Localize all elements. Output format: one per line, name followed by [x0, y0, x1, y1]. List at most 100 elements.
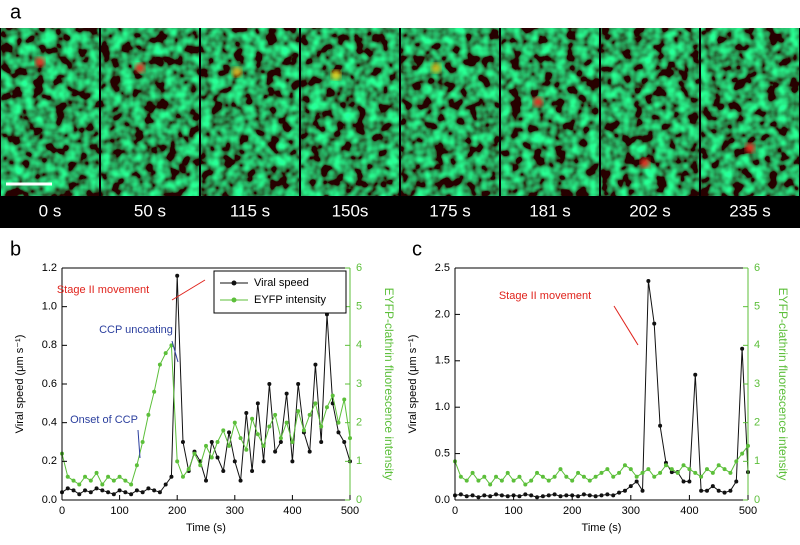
data-point [111, 478, 116, 483]
data-point [710, 484, 715, 489]
data-point [152, 389, 157, 394]
frame-label: 150s [332, 201, 369, 220]
data-point [470, 493, 475, 498]
data-point [157, 490, 162, 495]
data-point [587, 493, 592, 498]
y-tick-label: 0.4 [42, 417, 57, 429]
data-point [117, 488, 122, 493]
data-point [123, 490, 128, 495]
data-point [634, 479, 639, 484]
data-point [77, 492, 82, 497]
annotation-arrow [137, 429, 141, 459]
data-point [227, 443, 232, 448]
data-point [273, 449, 278, 454]
annotation: Stage II movement [499, 290, 591, 302]
data-point [710, 470, 715, 475]
data-point [599, 470, 604, 475]
data-point [734, 479, 739, 484]
y2-tick-label: 1 [356, 455, 362, 467]
y-tick-label: 1.0 [42, 301, 57, 313]
y-tick-label: 0.8 [42, 339, 57, 351]
y-tick-label: 2.0 [435, 308, 450, 320]
x-tick-label: 500 [341, 505, 359, 517]
data-point [546, 478, 551, 483]
data-point [267, 424, 272, 429]
data-point [284, 420, 289, 425]
data-point [244, 447, 249, 452]
y-tick-label: 0.6 [42, 378, 57, 390]
data-point [71, 478, 76, 483]
data-point [611, 474, 616, 479]
y-tick-label: 2.5 [435, 262, 450, 274]
data-point [494, 492, 499, 497]
data-point [628, 484, 633, 489]
data-point [663, 463, 668, 468]
data-point [169, 474, 174, 479]
y-tick-label: 0.0 [42, 494, 57, 506]
y-axis-label: Viral speed (μm s⁻¹) [14, 335, 26, 434]
data-point [458, 492, 463, 497]
particle [431, 63, 441, 73]
legend-marker [231, 297, 237, 303]
y2-tick-label: 0 [356, 494, 362, 506]
data-point [658, 423, 663, 428]
data-point [576, 470, 581, 475]
data-point [221, 469, 226, 473]
y2-axis-label: EYFP-clathrin fluorescence intensity [776, 288, 790, 481]
data-point [476, 478, 481, 483]
data-point [261, 459, 266, 464]
data-point [117, 474, 122, 479]
micrograph [401, 28, 499, 196]
data-point [564, 474, 569, 479]
data-point [687, 467, 692, 472]
data-point [342, 440, 347, 444]
data-point [740, 451, 745, 456]
data-point [71, 488, 76, 493]
data-point [290, 440, 295, 444]
data-point [227, 430, 232, 435]
data-point [728, 488, 733, 493]
data-point [319, 440, 324, 444]
data-point [535, 495, 540, 500]
data-point [605, 467, 610, 472]
data-point [106, 474, 111, 479]
data-point [255, 432, 260, 437]
y2-tick-label: 1 [754, 455, 760, 467]
data-point [552, 492, 557, 497]
data-point [209, 455, 214, 460]
data-point [336, 430, 341, 435]
y-tick-label: 1.2 [42, 262, 57, 274]
data-point [558, 494, 563, 499]
data-point [605, 492, 610, 497]
legend-box [213, 270, 347, 314]
data-point [646, 278, 651, 283]
x-axis-label: Time (s) [186, 522, 226, 534]
particle [533, 97, 543, 107]
data-point [552, 474, 557, 479]
data-point [476, 495, 481, 500]
data-point [546, 493, 551, 498]
data-point [232, 420, 237, 425]
data-point [129, 492, 134, 497]
data-point [238, 436, 243, 441]
data-point [464, 494, 469, 499]
annotation-arrow [171, 340, 179, 363]
data-point [716, 463, 721, 468]
micrograph [701, 28, 799, 196]
x-tick-label: 0 [59, 505, 65, 517]
data-point [232, 459, 237, 464]
data-point [313, 362, 318, 367]
y-tick-label: 0.2 [42, 455, 57, 467]
data-point [180, 440, 185, 444]
frame-label: 175 s [429, 201, 471, 220]
data-point [175, 273, 180, 278]
data-point [523, 482, 528, 487]
data-point [250, 469, 255, 473]
data-point [65, 486, 70, 491]
particle [640, 158, 650, 168]
y2-tick-label: 0 [754, 494, 760, 506]
y2-tick-label: 5 [754, 301, 760, 313]
y2-tick-label: 3 [356, 378, 362, 390]
data-point [100, 488, 105, 493]
